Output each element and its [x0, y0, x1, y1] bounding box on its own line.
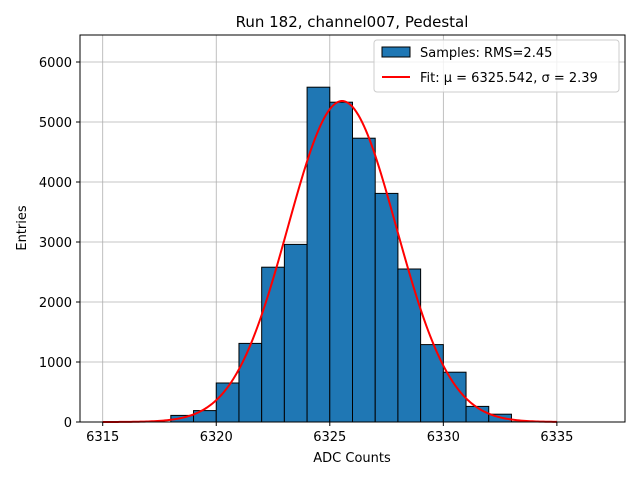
- legend-histogram-label: Samples: RMS=2.45: [420, 46, 552, 61]
- x-tick-label: 6330: [427, 430, 460, 445]
- histogram-bar: [420, 344, 444, 423]
- y-tick-label: 5000: [39, 116, 72, 131]
- histogram-bar: [329, 101, 353, 423]
- legend: Samples: RMS=2.45 Fit: μ = 6325.542, σ =…: [373, 39, 620, 93]
- histogram-bar: [374, 192, 399, 423]
- histogram-bar: [397, 268, 422, 423]
- histogram-bar: [442, 371, 467, 423]
- histogram-bar: [283, 243, 308, 423]
- histogram-bar: [306, 86, 331, 423]
- x-tick-label: 6325: [313, 430, 346, 445]
- histogram-bars: [170, 86, 535, 423]
- histogram-bar: [261, 266, 285, 423]
- fit-curve: [102, 100, 557, 423]
- y-tick-label: 0: [64, 416, 72, 431]
- y-axis-ticks: 0 1000 2000 3000 4000 5000 6000: [39, 56, 80, 431]
- x-axis-ticks: 6315 6320 6325 6330 6335: [86, 422, 573, 445]
- plot-frame: [79, 34, 626, 423]
- histogram-bar: [238, 342, 263, 423]
- fit-curve-layer: [102, 100, 557, 423]
- legend-fit-label: Fit: μ = 6325.542, σ = 2.39: [420, 71, 598, 86]
- x-tick-label: 6320: [200, 430, 233, 445]
- y-axis-label: Entries: [15, 205, 30, 251]
- x-tick-label: 6315: [86, 430, 119, 445]
- legend-box: [373, 39, 620, 93]
- y-tick-label: 6000: [39, 56, 72, 71]
- chart-title: Run 182, channel007, Pedestal: [236, 13, 469, 31]
- y-tick-label: 2000: [39, 296, 72, 311]
- x-tick-label: 6335: [540, 430, 573, 445]
- x-axis-label: ADC Counts: [313, 451, 391, 466]
- y-tick-label: 4000: [39, 176, 72, 191]
- y-tick-label: 1000: [39, 356, 72, 371]
- y-tick-label: 3000: [39, 236, 72, 251]
- histogram-bar: [352, 137, 376, 423]
- legend-histogram-swatch: [381, 46, 411, 58]
